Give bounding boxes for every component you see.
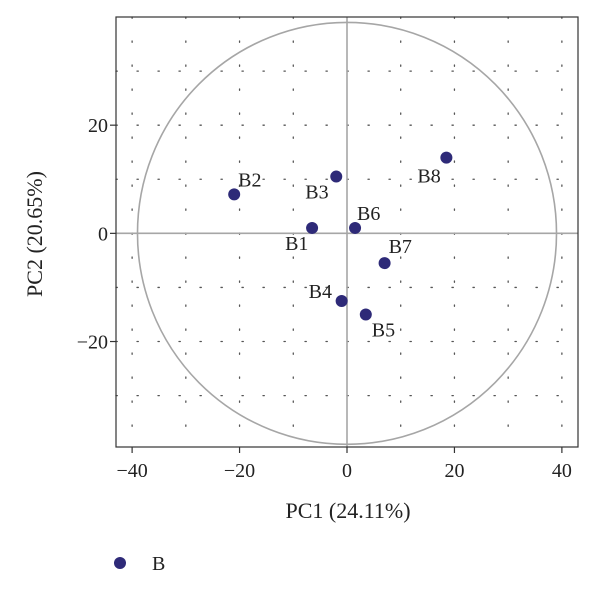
data-label-b4: B4: [309, 281, 332, 303]
y-tick-label: 20: [88, 115, 108, 137]
x-axis-title: PC1 (24.11%): [285, 498, 410, 523]
x-tick-label: 0: [342, 460, 352, 482]
x-tick-label: −20: [224, 460, 255, 482]
data-point-b8: [440, 151, 453, 164]
data-point-b5: [359, 308, 372, 321]
x-tick-label: 40: [552, 460, 572, 482]
data-point-b4: [335, 294, 348, 307]
x-tick-label: 20: [444, 460, 464, 482]
data-label-b1: B1: [285, 233, 308, 255]
data-point-b6: [349, 221, 362, 234]
data-point-b3: [330, 170, 343, 183]
data-points: B1 B2 B3 B4 B5 B6 B7 B8: [228, 151, 453, 341]
x-tick-label: −40: [116, 460, 147, 482]
data-label-b7: B7: [389, 236, 412, 258]
legend: B: [114, 553, 165, 575]
y-tick-label: −20: [77, 332, 108, 354]
data-label-b5: B5: [372, 319, 395, 341]
data-label-b6: B6: [357, 203, 380, 225]
reference-lines: [116, 17, 578, 447]
data-label-b2: B2: [238, 169, 261, 191]
y-axis-title: PC2 (20.65%): [22, 171, 47, 297]
y-tick-label: 0: [98, 223, 108, 245]
data-label-b3: B3: [305, 182, 328, 204]
axis-ticks: −40 −20 0 20 40 −20 0 20: [77, 115, 572, 482]
legend-marker-b: [114, 557, 126, 569]
data-point-b2: [228, 188, 241, 201]
data-label-b8: B8: [417, 166, 440, 188]
legend-label-b: B: [152, 553, 165, 575]
data-point-b1: [306, 221, 319, 234]
data-point-b7: [378, 257, 391, 270]
